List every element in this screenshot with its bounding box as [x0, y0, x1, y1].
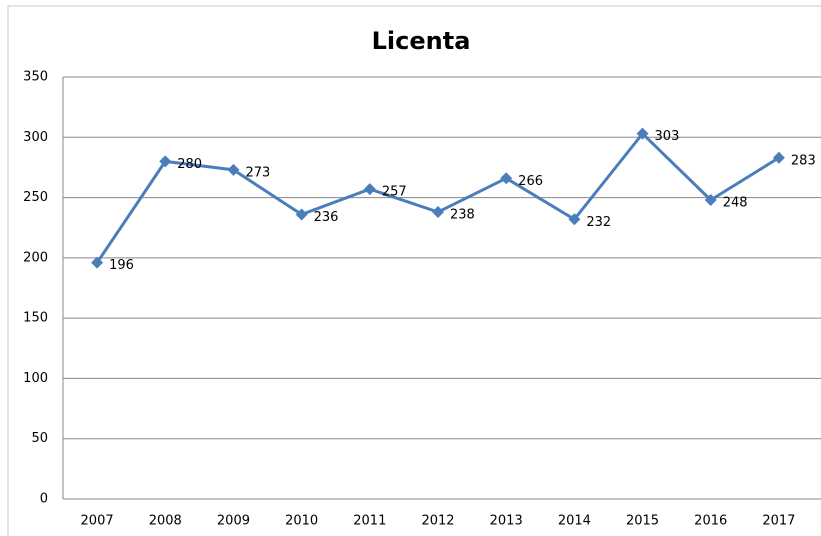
data-label: 266 — [518, 174, 543, 189]
x-tick-label: 2017 — [762, 514, 795, 529]
y-tick-label: 100 — [23, 371, 48, 386]
data-label: 238 — [450, 208, 475, 223]
marker — [295, 208, 308, 221]
marker — [91, 256, 104, 269]
y-tick-label: 350 — [23, 70, 48, 85]
x-tick-label: 2016 — [694, 514, 727, 529]
data-label: 283 — [791, 153, 816, 168]
x-tick-label: 2007 — [81, 514, 114, 529]
data-label: 257 — [382, 185, 407, 200]
y-tick-label: 300 — [23, 130, 48, 145]
y-tick-label: 250 — [23, 190, 48, 205]
chart-frame — [7, 5, 821, 536]
marker — [772, 151, 785, 164]
x-tick-label: 2013 — [490, 514, 523, 529]
data-label: 196 — [109, 258, 134, 273]
marker — [227, 163, 240, 176]
data-label: 273 — [245, 165, 270, 180]
data-label: 303 — [655, 129, 680, 144]
data-label: 236 — [314, 210, 339, 225]
marker — [363, 183, 376, 196]
data-label: 280 — [177, 157, 202, 172]
x-tick-label: 2015 — [626, 514, 659, 529]
x-tick-label: 2008 — [149, 514, 182, 529]
marker — [704, 193, 717, 206]
x-tick-label: 2012 — [421, 514, 454, 529]
data-label: 232 — [586, 215, 611, 230]
marker — [636, 127, 649, 140]
y-tick-label: 200 — [23, 250, 48, 265]
x-tick-label: 2011 — [353, 514, 386, 529]
marker — [500, 172, 513, 185]
marker — [432, 206, 444, 219]
chart-title: Licenta — [372, 27, 471, 55]
marker — [159, 155, 172, 168]
x-tick-label: 2014 — [558, 514, 591, 529]
y-tick-label: 50 — [31, 431, 48, 446]
marker — [568, 213, 581, 226]
y-tick-label: 0 — [40, 492, 48, 507]
y-tick-label: 150 — [23, 311, 48, 326]
x-tick-label: 2010 — [285, 514, 318, 529]
x-tick-label: 2009 — [217, 514, 250, 529]
data-label: 248 — [723, 195, 748, 210]
